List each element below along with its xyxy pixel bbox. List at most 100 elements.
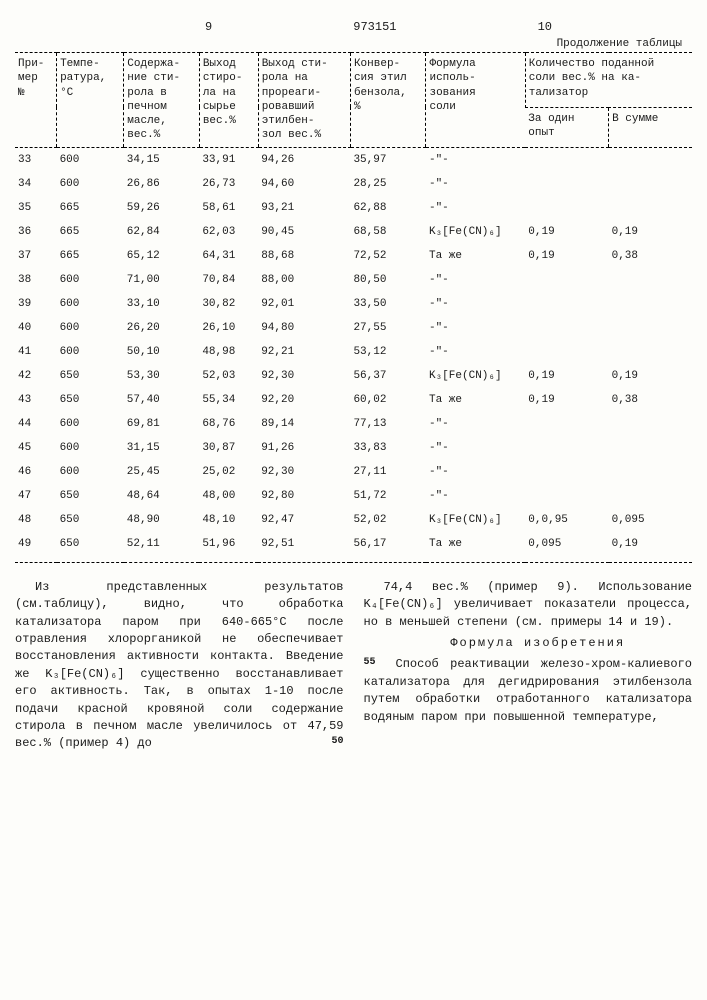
table-cell: 90,45 — [258, 220, 350, 244]
table-cell: 0,19 — [609, 364, 692, 388]
table-cell — [609, 436, 692, 460]
table-cell: Та же — [426, 532, 525, 563]
table-row: 4765048,6448,0092,8051,72-"- — [15, 484, 692, 508]
table-cell: 31,15 — [124, 436, 200, 460]
table-cell: 94,60 — [258, 172, 350, 196]
table-cell: 39 — [15, 292, 57, 316]
table-cell: 55,34 — [199, 388, 258, 412]
table-cell: 0,19 — [525, 244, 608, 268]
table-cell: K₃[Fe(CN)₆] — [426, 364, 525, 388]
table-cell: 92,47 — [258, 508, 350, 532]
table-row: 3460026,8626,7394,6028,25-"- — [15, 172, 692, 196]
table-cell: 88,68 — [258, 244, 350, 268]
col-example: При-мер№ — [15, 53, 57, 148]
formula-title: Формула изобретения — [364, 635, 693, 652]
table-cell — [525, 196, 608, 220]
table-cell: 600 — [57, 268, 124, 292]
table-cell — [609, 172, 692, 196]
col-total: В сумме — [609, 107, 692, 147]
table-cell: Та же — [426, 388, 525, 412]
table-cell: 48,90 — [124, 508, 200, 532]
table-cell: -"- — [426, 412, 525, 436]
table-row: 3766565,1264,3188,6872,52Та же0,190,38 — [15, 244, 692, 268]
table-cell: 600 — [57, 436, 124, 460]
table-row: 4660025,4525,0292,3027,11-"- — [15, 460, 692, 484]
table-row: 4560031,1530,8791,2633,83-"- — [15, 436, 692, 460]
table-cell: 57,40 — [124, 388, 200, 412]
table-cell: 48,10 — [199, 508, 258, 532]
table-cell: 94,80 — [258, 316, 350, 340]
table-cell: 49 — [15, 532, 57, 563]
table-cell: 89,14 — [258, 412, 350, 436]
table-cell: 650 — [57, 364, 124, 388]
table-cell: 600 — [57, 340, 124, 364]
table-cell: 59,26 — [124, 196, 200, 220]
table-cell: 88,00 — [258, 268, 350, 292]
table-cell: 33 — [15, 147, 57, 172]
table-cell: 48,98 — [199, 340, 258, 364]
page-num-left: 9 — [205, 20, 212, 34]
col-salt-formula: Формулаисполь-зованиясоли — [426, 53, 525, 148]
table-cell: 53,30 — [124, 364, 200, 388]
table-row: 4365057,4055,3492,2060,02Та же0,190,38 — [15, 388, 692, 412]
table-cell: 0,19 — [609, 220, 692, 244]
table-cell — [525, 460, 608, 484]
table-cell: 0,19 — [525, 388, 608, 412]
table-row: 3566559,2658,6193,2162,88-"- — [15, 196, 692, 220]
paragraph: Из представленных результатов (см.таблиц… — [15, 579, 344, 753]
table-cell: -"- — [426, 268, 525, 292]
table-row: 4965052,1151,9692,5156,17Та же0,0950,19 — [15, 532, 692, 563]
table-cell: 26,73 — [199, 172, 258, 196]
table-cell: 33,91 — [199, 147, 258, 172]
table-cell: 58,61 — [199, 196, 258, 220]
col-yield-reacted: Выход сти-рола напрореаги-ровавшийэтилбе… — [258, 53, 350, 148]
table-row: 3360034,1533,9194,2635,97-"- — [15, 147, 692, 172]
table-cell: 52,11 — [124, 532, 200, 563]
table-cell — [525, 316, 608, 340]
table-cell: 25,02 — [199, 460, 258, 484]
col-styrene-content: Содержа-ние сти-рола впечноммасле,вес.% — [124, 53, 200, 148]
table-cell: 26,20 — [124, 316, 200, 340]
col-per-run: За одинопыт — [525, 107, 608, 147]
table-cell: 33,50 — [350, 292, 426, 316]
table-cell: 38 — [15, 268, 57, 292]
table-row: 4460069,8168,7689,1477,13-"- — [15, 412, 692, 436]
paragraph: 74,4 вес.% (пример 9). Использование K₄[… — [364, 579, 693, 631]
table-cell: 48,64 — [124, 484, 200, 508]
table-cell: 80,50 — [350, 268, 426, 292]
table-cell: 26,10 — [199, 316, 258, 340]
table-cell: 56,17 — [350, 532, 426, 563]
table-cell: -"- — [426, 196, 525, 220]
table-cell — [609, 340, 692, 364]
table-cell: 68,76 — [199, 412, 258, 436]
table-cell: 650 — [57, 508, 124, 532]
table-cell: -"- — [426, 147, 525, 172]
table-cell — [525, 172, 608, 196]
table-cell — [609, 412, 692, 436]
table-cell: 665 — [57, 196, 124, 220]
table-row: 3666562,8462,0390,4568,58K₃[Fe(CN)₆]0,19… — [15, 220, 692, 244]
line-marker-55: 55 — [344, 656, 376, 671]
table-cell — [609, 147, 692, 172]
table-cell: 56,37 — [350, 364, 426, 388]
table-cell — [609, 196, 692, 220]
table-cell: 25,45 — [124, 460, 200, 484]
table-cell: 45 — [15, 436, 57, 460]
col-salt-amount: Количество поданнойсоли вес.% на ка-тали… — [525, 53, 692, 108]
table-cell: 92,30 — [258, 364, 350, 388]
table-cell: 62,03 — [199, 220, 258, 244]
table-cell: 52,02 — [350, 508, 426, 532]
table-cell: 92,01 — [258, 292, 350, 316]
table-cell: 92,51 — [258, 532, 350, 563]
left-text: Из представленных результатов (см.таблиц… — [15, 580, 344, 751]
data-table: При-мер№ Темпе-ратура,°C Содержа-ние сти… — [15, 52, 692, 563]
table-cell: 68,58 — [350, 220, 426, 244]
table-cell: 30,82 — [199, 292, 258, 316]
table-row: 4160050,1048,9892,2153,12-"- — [15, 340, 692, 364]
table-cell: 665 — [57, 220, 124, 244]
table-cell: 33,10 — [124, 292, 200, 316]
table-cell: K₃[Fe(CN)₆] — [426, 220, 525, 244]
table-cell: 51,96 — [199, 532, 258, 563]
table-cell: 600 — [57, 147, 124, 172]
table-cell: K₃[Fe(CN)₆] — [426, 508, 525, 532]
